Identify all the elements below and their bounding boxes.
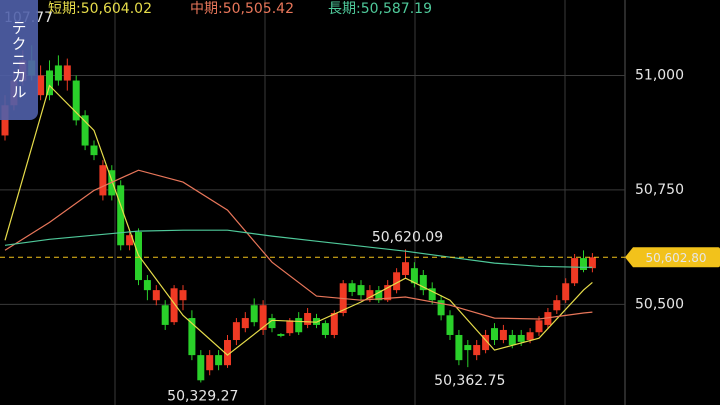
legend-name: 中期: [190, 1, 223, 17]
legend-entry: 中期:50,505.42 [190, 1, 294, 17]
plot: 50,500 50,750 51,000 50,602.80 50,620.09 50,3… [0, 45, 720, 404]
legend-entry: 長期:50,587.19 [328, 1, 432, 17]
candle-body [241, 318, 249, 329]
candle-body [81, 115, 89, 146]
candle-body [526, 332, 534, 341]
candle-body [126, 235, 134, 246]
candle-body [37, 75, 45, 96]
candle-body [250, 305, 258, 323]
legend-value: 50,587.19 [361, 1, 432, 17]
legend-entry: 短期:50,604.02 [48, 1, 152, 17]
candle-body [464, 345, 472, 351]
price-tag [625, 247, 720, 268]
ma-line [4, 169, 593, 320]
candle-body [491, 328, 498, 341]
candle-body [393, 272, 401, 291]
candle-body [295, 318, 303, 333]
price-tag-label: 50,602.80 [645, 251, 706, 265]
candle-body [553, 300, 561, 311]
legend-value: 50,505.42 [223, 1, 294, 17]
candle-body [384, 285, 392, 301]
candle-body [330, 313, 338, 335]
candle-body [304, 313, 312, 325]
candle-body [170, 288, 178, 323]
candle-body [1, 105, 9, 136]
legend-name: 長期: [328, 1, 361, 17]
candle-body [375, 290, 383, 301]
y-tick-label: 51,000 [635, 68, 684, 84]
extreme-label: 50,329.27 [167, 388, 238, 404]
candle-body [482, 334, 490, 351]
candle-body [152, 290, 160, 301]
extreme-label: 50,620.09 [372, 229, 443, 245]
candle-body [313, 318, 320, 325]
candle-body [428, 288, 436, 301]
candle-body [54, 65, 62, 81]
candle-body [161, 305, 169, 325]
candle-body [499, 329, 507, 341]
candle-body [535, 320, 543, 333]
candle-body [473, 345, 481, 356]
candle-body [143, 280, 151, 291]
candle-body [544, 312, 552, 325]
legend-name: 短期: [48, 1, 81, 17]
candle-body [402, 262, 409, 276]
y-tick-label: 50,500 [635, 296, 684, 312]
candle-body [286, 320, 294, 334]
candle-body [215, 355, 223, 366]
candle-body [508, 334, 516, 346]
candle-body [588, 257, 596, 269]
candle-body [446, 315, 454, 335]
ma-line [4, 229, 593, 268]
legend-value: 50,604.02 [81, 1, 152, 17]
candle-body [206, 355, 214, 371]
candle-body [580, 258, 587, 270]
y-tick-label: 50,750 [635, 182, 684, 198]
candle-body [259, 305, 267, 330]
candle-body [357, 285, 365, 296]
ma-line [4, 84, 593, 356]
candle-body [571, 258, 579, 284]
candle-body [63, 65, 71, 81]
candle-body [224, 340, 231, 366]
candle-body [72, 80, 80, 121]
candle-body [419, 275, 427, 291]
candle-body [455, 334, 463, 361]
candle-body [188, 318, 196, 356]
candle-body [410, 268, 418, 284]
candle-body [117, 185, 125, 246]
extreme-label: 50,362.75 [434, 373, 505, 389]
candle-body [90, 145, 98, 156]
technical-button[interactable]: テクニカル [0, 0, 38, 120]
candle-body [46, 70, 53, 96]
candle-body [437, 300, 445, 316]
candle-body [517, 334, 525, 342]
candle-body [232, 322, 240, 341]
candle-body [562, 283, 570, 301]
candle-body [277, 334, 285, 336]
candle-body [268, 318, 276, 329]
candle-body [321, 323, 329, 335]
candle-body [179, 290, 187, 301]
candle-body [197, 355, 205, 381]
candle-body [348, 283, 356, 292]
candle-body [366, 290, 374, 299]
candle-body [99, 165, 107, 196]
